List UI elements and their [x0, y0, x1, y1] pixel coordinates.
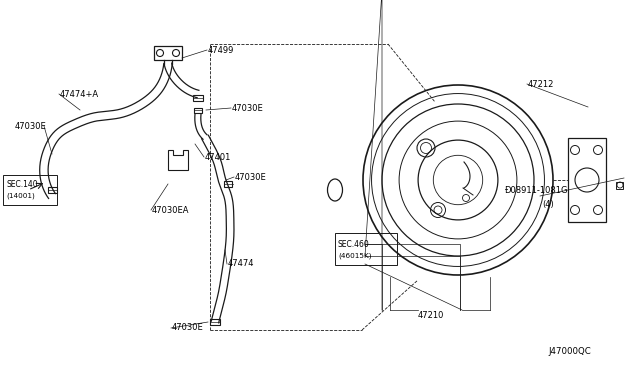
Text: 47030E: 47030E — [172, 324, 204, 333]
Text: 47030E: 47030E — [15, 122, 47, 131]
Text: (4): (4) — [542, 199, 554, 208]
Text: 47474: 47474 — [228, 260, 255, 269]
Bar — [210, 319, 220, 325]
Bar — [223, 181, 232, 187]
Text: 47499: 47499 — [208, 45, 234, 55]
Text: SEC.140: SEC.140 — [6, 180, 38, 189]
Text: (46015K): (46015K) — [338, 253, 371, 259]
Text: 47474+A: 47474+A — [60, 90, 99, 99]
Text: J47000QC: J47000QC — [548, 347, 591, 356]
Text: 47210: 47210 — [418, 311, 444, 321]
Bar — [194, 108, 202, 112]
Text: SEC.460: SEC.460 — [338, 240, 370, 248]
Text: 47212: 47212 — [528, 80, 554, 89]
Text: 47401: 47401 — [205, 153, 232, 161]
Text: (14001): (14001) — [6, 193, 35, 199]
Bar — [154, 46, 182, 60]
Text: Ð08911-1081G: Ð08911-1081G — [505, 186, 568, 195]
Text: 47030E: 47030E — [232, 103, 264, 112]
Bar — [47, 187, 56, 193]
Text: 47030EA: 47030EA — [152, 205, 189, 215]
Bar — [193, 95, 203, 101]
Text: 47030E: 47030E — [235, 173, 267, 182]
Bar — [616, 182, 623, 189]
